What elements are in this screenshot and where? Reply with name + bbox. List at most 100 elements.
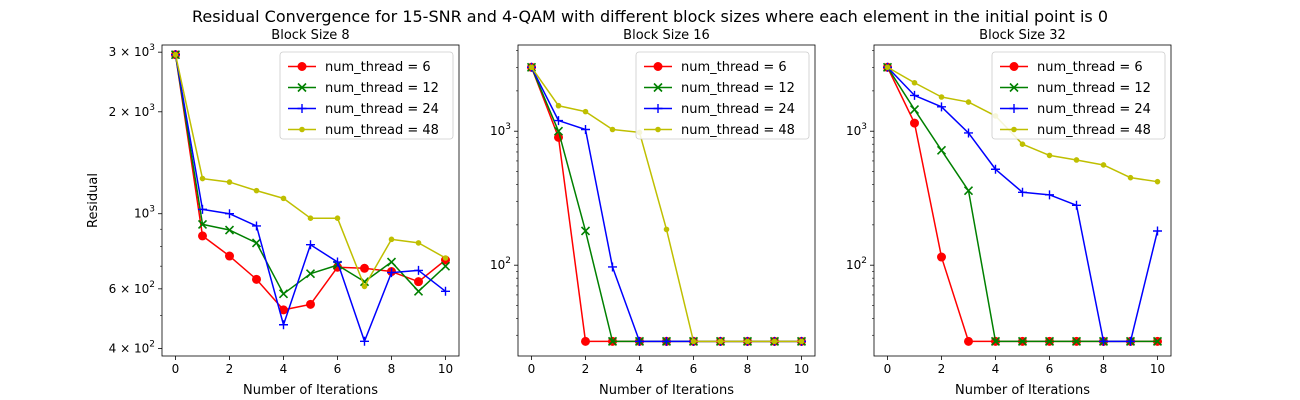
y-tick-label: 103 <box>846 122 867 138</box>
data-point <box>964 128 973 138</box>
figure-title: Residual Convergence for 15-SNR and 4-QA… <box>192 7 1108 26</box>
legend-marker <box>653 62 663 71</box>
data-point <box>441 286 450 296</box>
data-point <box>306 240 315 250</box>
data-point <box>198 231 207 241</box>
data-point <box>798 338 805 345</box>
legend-marker <box>1009 82 1019 93</box>
data-point <box>1126 336 1135 346</box>
data-point <box>279 320 288 330</box>
data-point <box>225 251 234 261</box>
x-tick-label: 8 <box>744 362 752 376</box>
data-point <box>414 277 423 287</box>
legend-item: num_thread = 12 <box>644 81 795 96</box>
x-tick-label: 6 <box>334 362 342 376</box>
y-tick-label: 102 <box>846 256 867 272</box>
legend-marker <box>297 62 307 71</box>
plot-frame <box>517 44 816 357</box>
x-tick-label: 10 <box>438 362 453 376</box>
legend-item: num_thread = 6 <box>1000 60 1143 75</box>
data-point <box>990 336 1001 346</box>
legend-marker <box>299 126 305 133</box>
legend-item: num_thread = 6 <box>288 60 431 75</box>
legend-item: num_thread = 48 <box>644 123 795 138</box>
data-point <box>1044 336 1055 346</box>
data-point <box>413 286 424 296</box>
data-point <box>1018 187 1027 197</box>
y-tick-label: 102 <box>490 256 511 272</box>
legend-label: num_thread = 48 <box>325 123 439 138</box>
data-point <box>197 219 208 229</box>
data-point <box>1072 200 1081 210</box>
legend-item: num_thread = 12 <box>1000 81 1151 96</box>
data-point <box>1099 336 1108 346</box>
data-point <box>333 257 342 267</box>
subplot-1: Block Size 8 0 2 4 6 8 10 4 × 102 6 × 102 103 2 × … <box>86 28 460 398</box>
data-point <box>307 215 314 221</box>
plot-frame <box>873 44 1172 357</box>
data-point <box>199 175 206 182</box>
data-point <box>580 226 591 236</box>
data-point <box>909 105 920 115</box>
legend-item: num_thread = 6 <box>644 60 787 75</box>
data-point <box>388 236 395 243</box>
data-point <box>1017 336 1028 346</box>
data-point <box>226 179 233 185</box>
data-point <box>963 186 974 196</box>
legend-label: num_thread = 12 <box>325 81 439 96</box>
data-point <box>414 265 423 275</box>
legend-item: num_thread = 48 <box>288 123 439 138</box>
data-point <box>415 240 422 246</box>
legend: num_thread = 6 num_thread = 12 num_thread … <box>635 51 810 140</box>
x-axis-label: Number of Iterations <box>599 383 734 398</box>
x-axis-label: Number of Iterations <box>955 383 1090 398</box>
data-point <box>172 51 179 58</box>
legend-label: num_thread = 48 <box>1037 123 1151 138</box>
data-point <box>964 336 973 346</box>
data-point <box>554 116 563 126</box>
subplot-2: Block Size 16 0 2 4 6 8 10 102 103 Number of Iter… <box>490 28 816 398</box>
data-point <box>1071 336 1082 346</box>
subplot-3: Block Size 32 0 2 4 6 8 10 102 103 Number of Iter… <box>846 28 1172 398</box>
data-point <box>253 187 260 194</box>
data-point <box>1154 178 1161 185</box>
data-point <box>440 261 451 271</box>
data-point <box>911 79 918 86</box>
legend-marker <box>1009 62 1019 71</box>
legend-marker <box>1011 126 1017 133</box>
data-point <box>744 338 751 345</box>
data-point <box>361 283 368 290</box>
x-tick-label: 6 <box>1046 362 1054 376</box>
x-tick-label: 10 <box>794 362 809 376</box>
legend-item: num_thread = 24 <box>644 102 795 117</box>
data-point <box>1153 226 1162 236</box>
legend-marker <box>653 104 663 113</box>
data-point <box>910 118 919 128</box>
subplot-title: Block Size 32 <box>979 28 1066 43</box>
data-point <box>252 221 261 231</box>
legend-marker <box>1009 104 1019 113</box>
x-tick-label: 0 <box>528 362 536 376</box>
data-point <box>608 262 617 272</box>
data-point <box>1045 190 1054 200</box>
data-point <box>224 225 235 235</box>
data-point <box>1046 152 1053 159</box>
data-point <box>386 257 397 267</box>
legend-box <box>279 51 454 140</box>
y-axis-label: Residual <box>86 173 101 228</box>
x-tick-label: 10 <box>1150 362 1165 376</box>
data-point <box>635 336 644 346</box>
x-tick-label: 2 <box>226 362 234 376</box>
legend-marker <box>655 126 661 133</box>
data-point <box>225 209 234 219</box>
plot-frame <box>161 44 460 357</box>
data-point <box>334 215 341 221</box>
data-point <box>938 94 945 100</box>
legend-item: num_thread = 48 <box>1000 123 1151 138</box>
data-point <box>1019 141 1026 147</box>
data-point <box>771 338 778 345</box>
legend-item: num_thread = 12 <box>288 81 439 96</box>
legend-label: num_thread = 24 <box>681 102 795 117</box>
legend-label: num_thread = 6 <box>325 60 431 75</box>
data-point <box>937 102 946 112</box>
